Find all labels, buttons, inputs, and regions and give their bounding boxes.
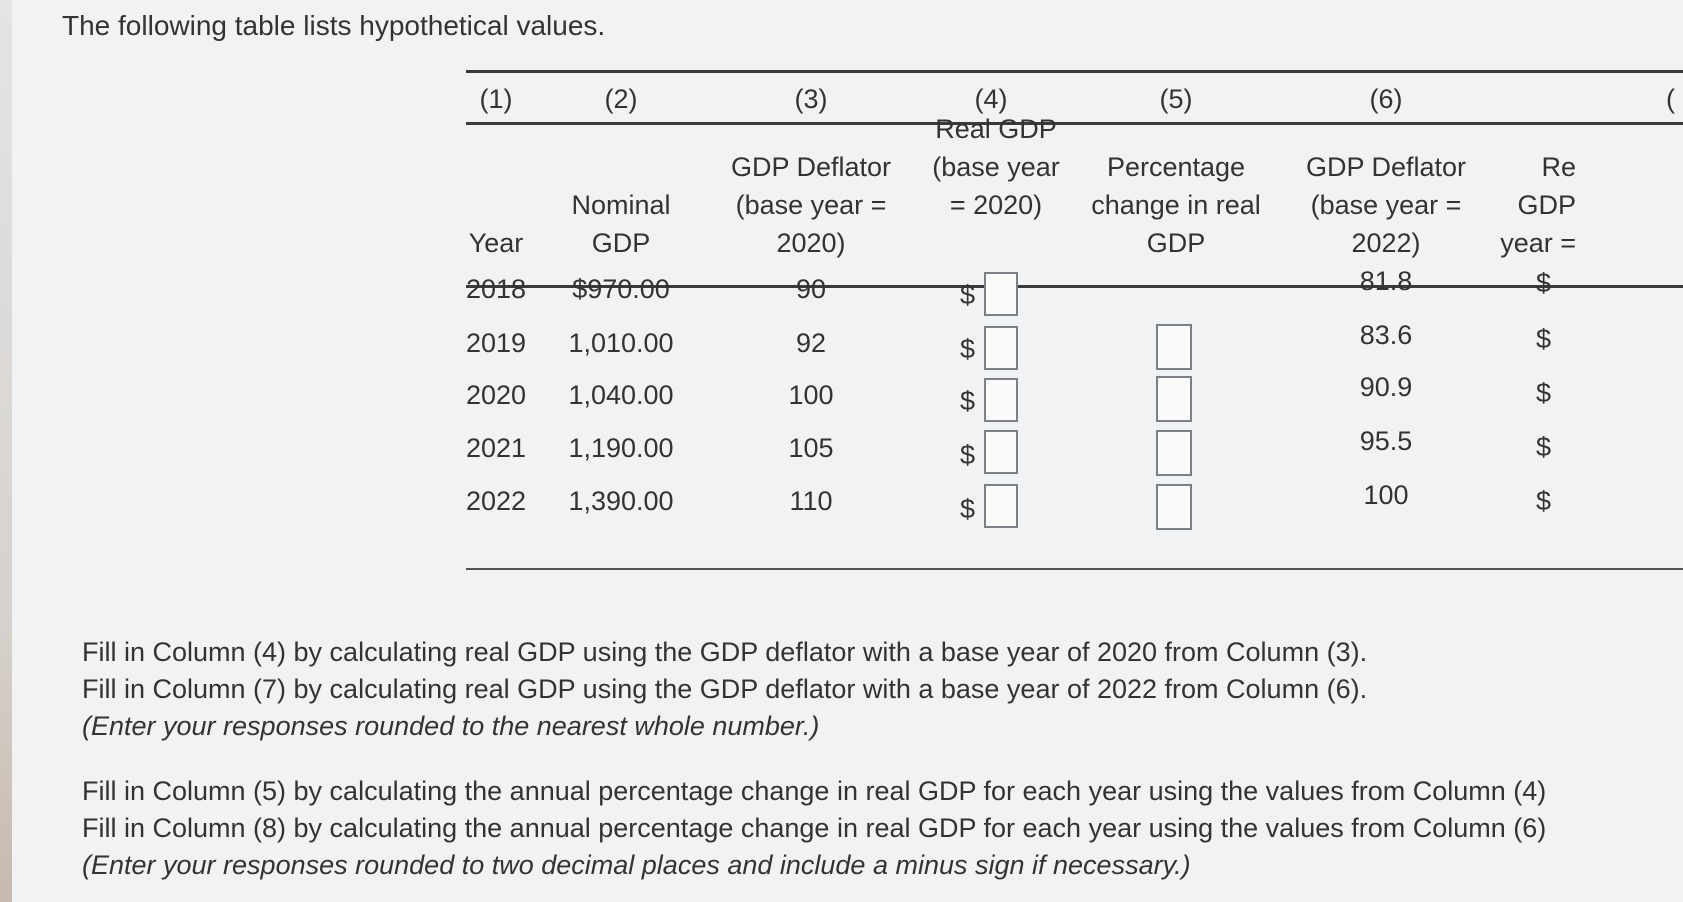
cell-nominal-2018: $970.00 (572, 274, 670, 304)
dollar-sign: $ (1536, 486, 1552, 516)
cell-deflator2020-2022: 110 (789, 486, 833, 516)
percent-change-input-2021[interactable] (1156, 430, 1192, 476)
cell-nominal-2021: 1,190.00 (568, 433, 674, 463)
values-table: (1) (2) (3) (4) (5) (6) ( Year Nominal G… (466, 66, 1683, 576)
dollar-sign: $ (1536, 268, 1552, 298)
header-deflator-2020: GDP Deflator (base year = 2020) (730, 152, 892, 258)
dollar-sign: $ (960, 440, 976, 470)
dollar-sign: $ (1536, 324, 1552, 354)
dollar-sign: $ (960, 494, 976, 524)
instruction-line-6: (Enter your responses rounded to two dec… (82, 850, 1191, 880)
dollar-sign: $ (960, 334, 976, 364)
column-number-7: ( (1666, 84, 1675, 114)
cell-year-2022: 2022 (465, 486, 527, 516)
intro-text: The following table lists hypothetical v… (62, 10, 606, 41)
cell-deflator2022-2019: 83.6 (1359, 320, 1413, 350)
cell-deflator2020-2021: 105 (788, 433, 834, 463)
dollar-sign: $ (960, 280, 976, 310)
column-number-3: (3) (794, 84, 828, 114)
cell-deflator2022-2018: 81.8 (1359, 266, 1413, 296)
cell-deflator2022-2021: 95.5 (1359, 426, 1413, 456)
column-number-6: (6) (1369, 84, 1403, 114)
header-percent-change: Percentage change in real GDP (1091, 152, 1261, 258)
column-number-5: (5) (1159, 84, 1193, 114)
instruction-line-5: Fill in Column (8) by calculating the an… (82, 813, 1547, 843)
real-gdp-2020-input-2019[interactable] (984, 326, 1018, 370)
table-top-rule (466, 70, 1683, 73)
header-real-gdp-2020: Real GDP (base year = 2020) (932, 114, 1060, 220)
cell-deflator2020-2019: 92 (795, 328, 827, 358)
real-gdp-2020-input-2018[interactable] (984, 272, 1018, 316)
column-number-1: (1) (479, 84, 513, 114)
cell-deflator2020-2018: 90 (795, 274, 827, 304)
cell-nominal-2019: 1,010.00 (568, 328, 674, 358)
cell-deflator2020-2020: 100 (788, 380, 834, 410)
cell-deflator2022-2020: 90.9 (1359, 372, 1413, 402)
cell-nominal-2020: 1,040.00 (568, 380, 674, 410)
header-year: Year (468, 228, 524, 258)
column-number-2: (2) (604, 84, 638, 114)
instruction-line-3: (Enter your responses rounded to the nea… (82, 711, 820, 741)
real-gdp-2020-input-2022[interactable] (984, 484, 1018, 528)
percent-change-input-2019[interactable] (1156, 324, 1192, 370)
header-nominal-gdp: Nominal GDP (571, 190, 671, 258)
instruction-line-1: Fill in Column (4) by calculating real G… (82, 637, 1368, 667)
percent-change-input-2020[interactable] (1156, 376, 1192, 422)
column-number-rule (466, 122, 1683, 125)
cell-nominal-2022: 1,390.00 (568, 486, 674, 516)
dollar-sign: $ (1536, 378, 1552, 408)
header-real-gdp-2022: Re GDP year = (1500, 152, 1576, 258)
percent-change-input-2022[interactable] (1156, 484, 1192, 530)
cell-year-2021: 2021 (465, 433, 527, 463)
cell-year-2018: 2018 (465, 274, 527, 304)
cell-year-2020: 2020 (465, 380, 527, 410)
instruction-line-2: Fill in Column (7) by calculating real G… (82, 674, 1368, 704)
left-edge-strip (0, 0, 12, 902)
real-gdp-2020-input-2020[interactable] (984, 378, 1018, 422)
real-gdp-2020-input-2021[interactable] (984, 430, 1018, 474)
table-bottom-rule (466, 568, 1683, 570)
cell-year-2019: 2019 (465, 328, 527, 358)
column-number-4: (4) (974, 84, 1008, 114)
header-deflator-2022: GDP Deflator (base year = 2022) (1305, 152, 1467, 258)
instruction-line-4: Fill in Column (5) by calculating the an… (82, 776, 1547, 806)
header-rule (466, 285, 1683, 288)
dollar-sign: $ (960, 386, 976, 416)
cell-deflator2022-2022: 100 (1363, 480, 1409, 510)
dollar-sign: $ (1536, 432, 1552, 462)
